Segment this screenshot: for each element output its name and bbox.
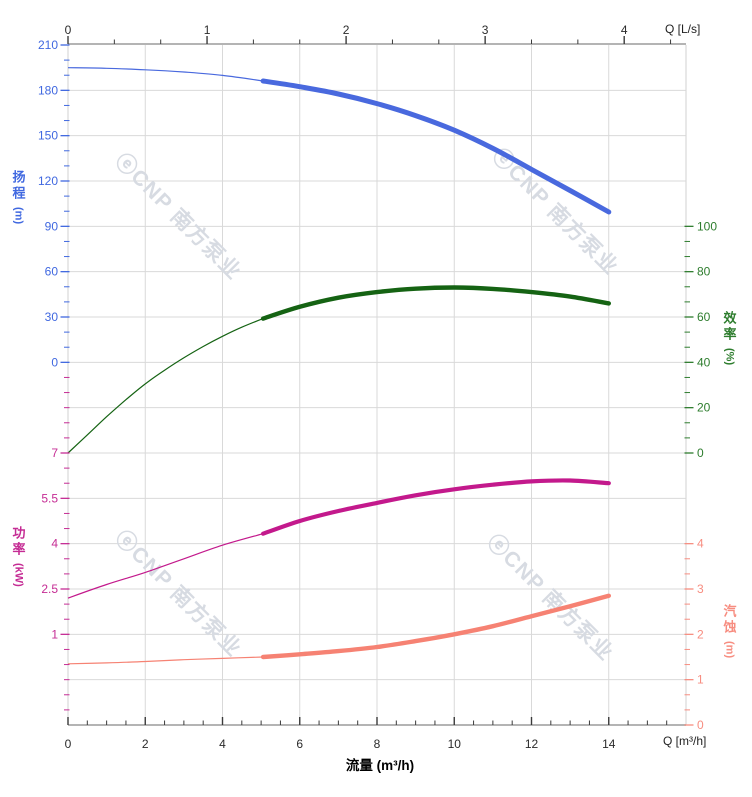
curve-npsh-thin [67, 656, 264, 665]
tick-label: 40 [697, 355, 711, 369]
tick-label: 1 [204, 23, 211, 37]
tick-label: 80 [697, 265, 711, 279]
tick-label: 2 [343, 23, 350, 37]
curve-head-thin [67, 67, 264, 82]
tick-label: 2.5 [41, 582, 58, 596]
curve-power-rated [261, 478, 611, 536]
tick-label: 4 [219, 737, 226, 751]
tick-label: 30 [45, 310, 59, 324]
watermark-text: ⓔCNP 南方泵业 [110, 526, 246, 662]
tick-label: 7 [51, 446, 58, 460]
npsh-axis-title: 汽蚀 (m) [717, 604, 741, 658]
head-axis-title-text: 扬程 [10, 170, 26, 202]
tick-label: 3 [697, 582, 704, 596]
power-axis-title: 功率 (kW) [6, 526, 30, 587]
tick-label: 3 [482, 23, 489, 37]
tick-label: 1 [51, 627, 58, 641]
npsh-axis-ticks: 4 3 2 1 0 [684, 537, 704, 732]
tick-label: 2 [697, 627, 704, 641]
efficiency-axis-title-text: 效率 [721, 311, 737, 343]
grid-lines [67, 45, 687, 725]
power-axis-ticks: 7 5.5 4 2.5 1 [41, 376, 70, 711]
npsh-axis-title-text: 汽蚀 [721, 604, 737, 636]
power-axis-unit: (kW) [12, 563, 25, 587]
tick-label: 6 [296, 737, 303, 751]
tick-label: 0 [65, 23, 72, 37]
efficiency-axis-ticks: 100 80 60 40 20 0 [684, 219, 717, 460]
top-axis-ticks: 0 1 2 3 4 [65, 23, 672, 44]
tick-label: 20 [697, 401, 711, 415]
tick-label: 4 [621, 23, 628, 37]
npsh-axis-unit: (m) [723, 641, 736, 659]
efficiency-axis-unit: (%) [723, 348, 736, 366]
tick-label: 4 [697, 537, 704, 551]
head-axis-title: 扬程 (m) [6, 170, 30, 224]
tick-label: 150 [38, 129, 58, 143]
tick-label: 2 [142, 737, 149, 751]
tick-label: 0 [697, 446, 704, 460]
tick-label: 1 [697, 673, 704, 687]
tick-label: 10 [448, 737, 462, 751]
curve-power-thin [67, 533, 264, 599]
tick-label: 100 [697, 219, 717, 233]
curve-head-rated [260, 78, 612, 215]
tick-label: 0 [697, 718, 704, 732]
tick-label: 60 [697, 310, 711, 324]
head-axis-unit: (m) [12, 207, 25, 225]
tick-label: 8 [374, 737, 381, 751]
tick-label: 4 [51, 537, 58, 551]
curve-eff-thin [67, 318, 264, 454]
tick-label: 0 [65, 737, 72, 751]
head-axis-ticks: 210 180 150 120 90 60 30 0 [38, 38, 70, 369]
efficiency-axis-title: 效率 (%) [717, 311, 741, 365]
watermark-text: ⓔCNP 南方泵业 [110, 149, 246, 285]
tick-label: 90 [45, 219, 59, 233]
tick-label: 14 [602, 737, 616, 751]
curves-layer [67, 67, 612, 665]
bottom-axis-ticks: 0 2 4 6 8 10 12 14 [65, 717, 668, 751]
curve-npsh-rated [260, 593, 611, 660]
tick-label: 5.5 [41, 491, 58, 505]
tick-label: 120 [38, 174, 58, 188]
curve-eff-rated [260, 285, 611, 321]
tick-label: 12 [525, 737, 539, 751]
top-axis-unit-label: Q [L/s] [665, 22, 701, 36]
bottom-axis-unit-label: Q [m³/h] [663, 734, 707, 748]
flow-axis-title: 流量 (m³/h) [345, 758, 415, 773]
tick-label: 180 [38, 83, 58, 97]
tick-label: 210 [38, 38, 58, 52]
power-axis-title-text: 功率 [10, 526, 26, 558]
tick-label: 60 [45, 265, 59, 279]
tick-label: 0 [51, 355, 58, 369]
